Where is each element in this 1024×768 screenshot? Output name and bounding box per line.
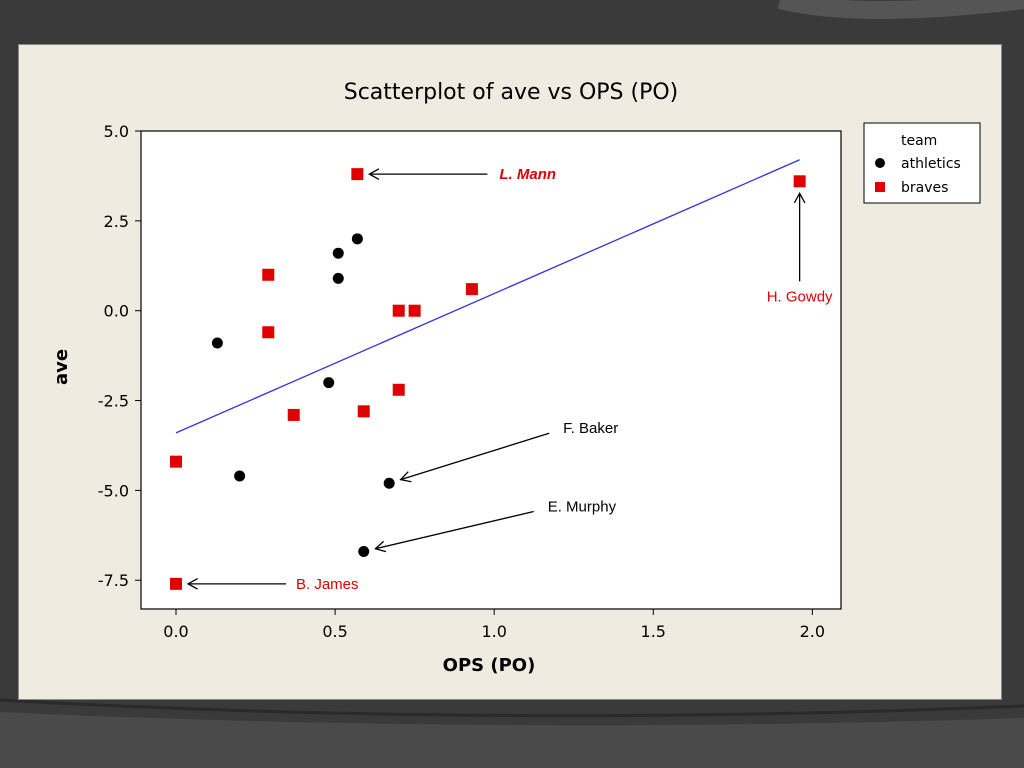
annotation-label: F. Baker — [563, 420, 618, 437]
point-athletics — [332, 247, 344, 259]
annotation-arrow — [400, 432, 550, 481]
point-braves — [465, 283, 478, 296]
legend-label-athletics: athletics — [901, 156, 961, 172]
point-athletics — [332, 272, 344, 284]
point-braves — [170, 577, 182, 590]
annotation-label: B. James — [296, 576, 359, 593]
y-tick-label: 2.5 — [104, 212, 129, 231]
annotation-arrowhead — [186, 577, 198, 590]
annotation-arrowhead — [793, 191, 806, 204]
x-tick-label: 0.5 — [322, 622, 347, 641]
scatterplot: Scatterplot of ave vs OPS (PO) 0.0 0.5 1.0… — [51, 80, 981, 676]
y-tick-label: -7.5 — [98, 571, 129, 590]
annotation-arrowhead — [374, 540, 387, 553]
annotation-label: E. Murphy — [548, 498, 617, 515]
annotation-arrow — [375, 510, 534, 550]
annotations: L. Mann H. Gowdy F. Baker E. Murphy B. James — [186, 166, 833, 593]
legend-title: team — [901, 133, 937, 149]
x-axis: 0.0 0.5 1.0 1.5 2.0 — [163, 609, 825, 641]
point-braves — [357, 405, 370, 418]
chart-panel: Scatterplot of ave vs OPS (PO) 0.0 0.5 1.0… — [18, 44, 1002, 700]
point-braves — [287, 408, 300, 421]
chart-title: Scatterplot of ave vs OPS (PO) — [344, 80, 679, 105]
y-tick-label: -2.5 — [98, 392, 129, 411]
y-axis-title: ave — [51, 349, 72, 385]
point-athletics — [383, 477, 395, 489]
x-tick-label: 2.0 — [800, 622, 825, 641]
data-points — [170, 159, 806, 590]
point-athletics — [351, 233, 363, 245]
point-braves — [351, 168, 364, 181]
plot-area — [140, 130, 842, 610]
y-tick-label: -5.0 — [98, 481, 129, 500]
point-braves — [262, 268, 275, 281]
point-athletics — [358, 545, 370, 557]
x-tick-label: 0.0 — [163, 622, 188, 641]
point-braves — [392, 304, 405, 317]
fit-line — [175, 159, 800, 434]
point-braves — [262, 326, 275, 339]
x-tick-label: 1.5 — [641, 622, 666, 641]
x-axis-title: OPS (PO) — [443, 655, 536, 676]
legend: team athletics braves — [863, 122, 981, 204]
y-tick-label: 0.0 — [104, 302, 129, 321]
point-braves — [392, 383, 405, 396]
point-braves — [408, 304, 421, 317]
legend-marker-athletics — [875, 158, 885, 168]
point-athletics — [211, 337, 223, 349]
legend-label-braves: braves — [901, 180, 948, 196]
annotation-arrowhead — [368, 168, 380, 180]
x-tick-label: 1.0 — [481, 622, 506, 641]
point-athletics — [323, 377, 335, 389]
point-athletics — [234, 470, 246, 482]
y-tick-label: 5.0 — [104, 122, 129, 141]
point-braves — [793, 175, 806, 188]
point-braves — [170, 455, 182, 468]
annotation-label: L. Mann — [499, 166, 556, 183]
y-axis: 5.0 2.5 0.0 -2.5 -5.0 -7.5 — [98, 122, 141, 590]
legend-marker-braves — [875, 182, 885, 192]
annotation-label: H. Gowdy — [767, 288, 833, 305]
annotation-arrowhead — [399, 471, 412, 483]
